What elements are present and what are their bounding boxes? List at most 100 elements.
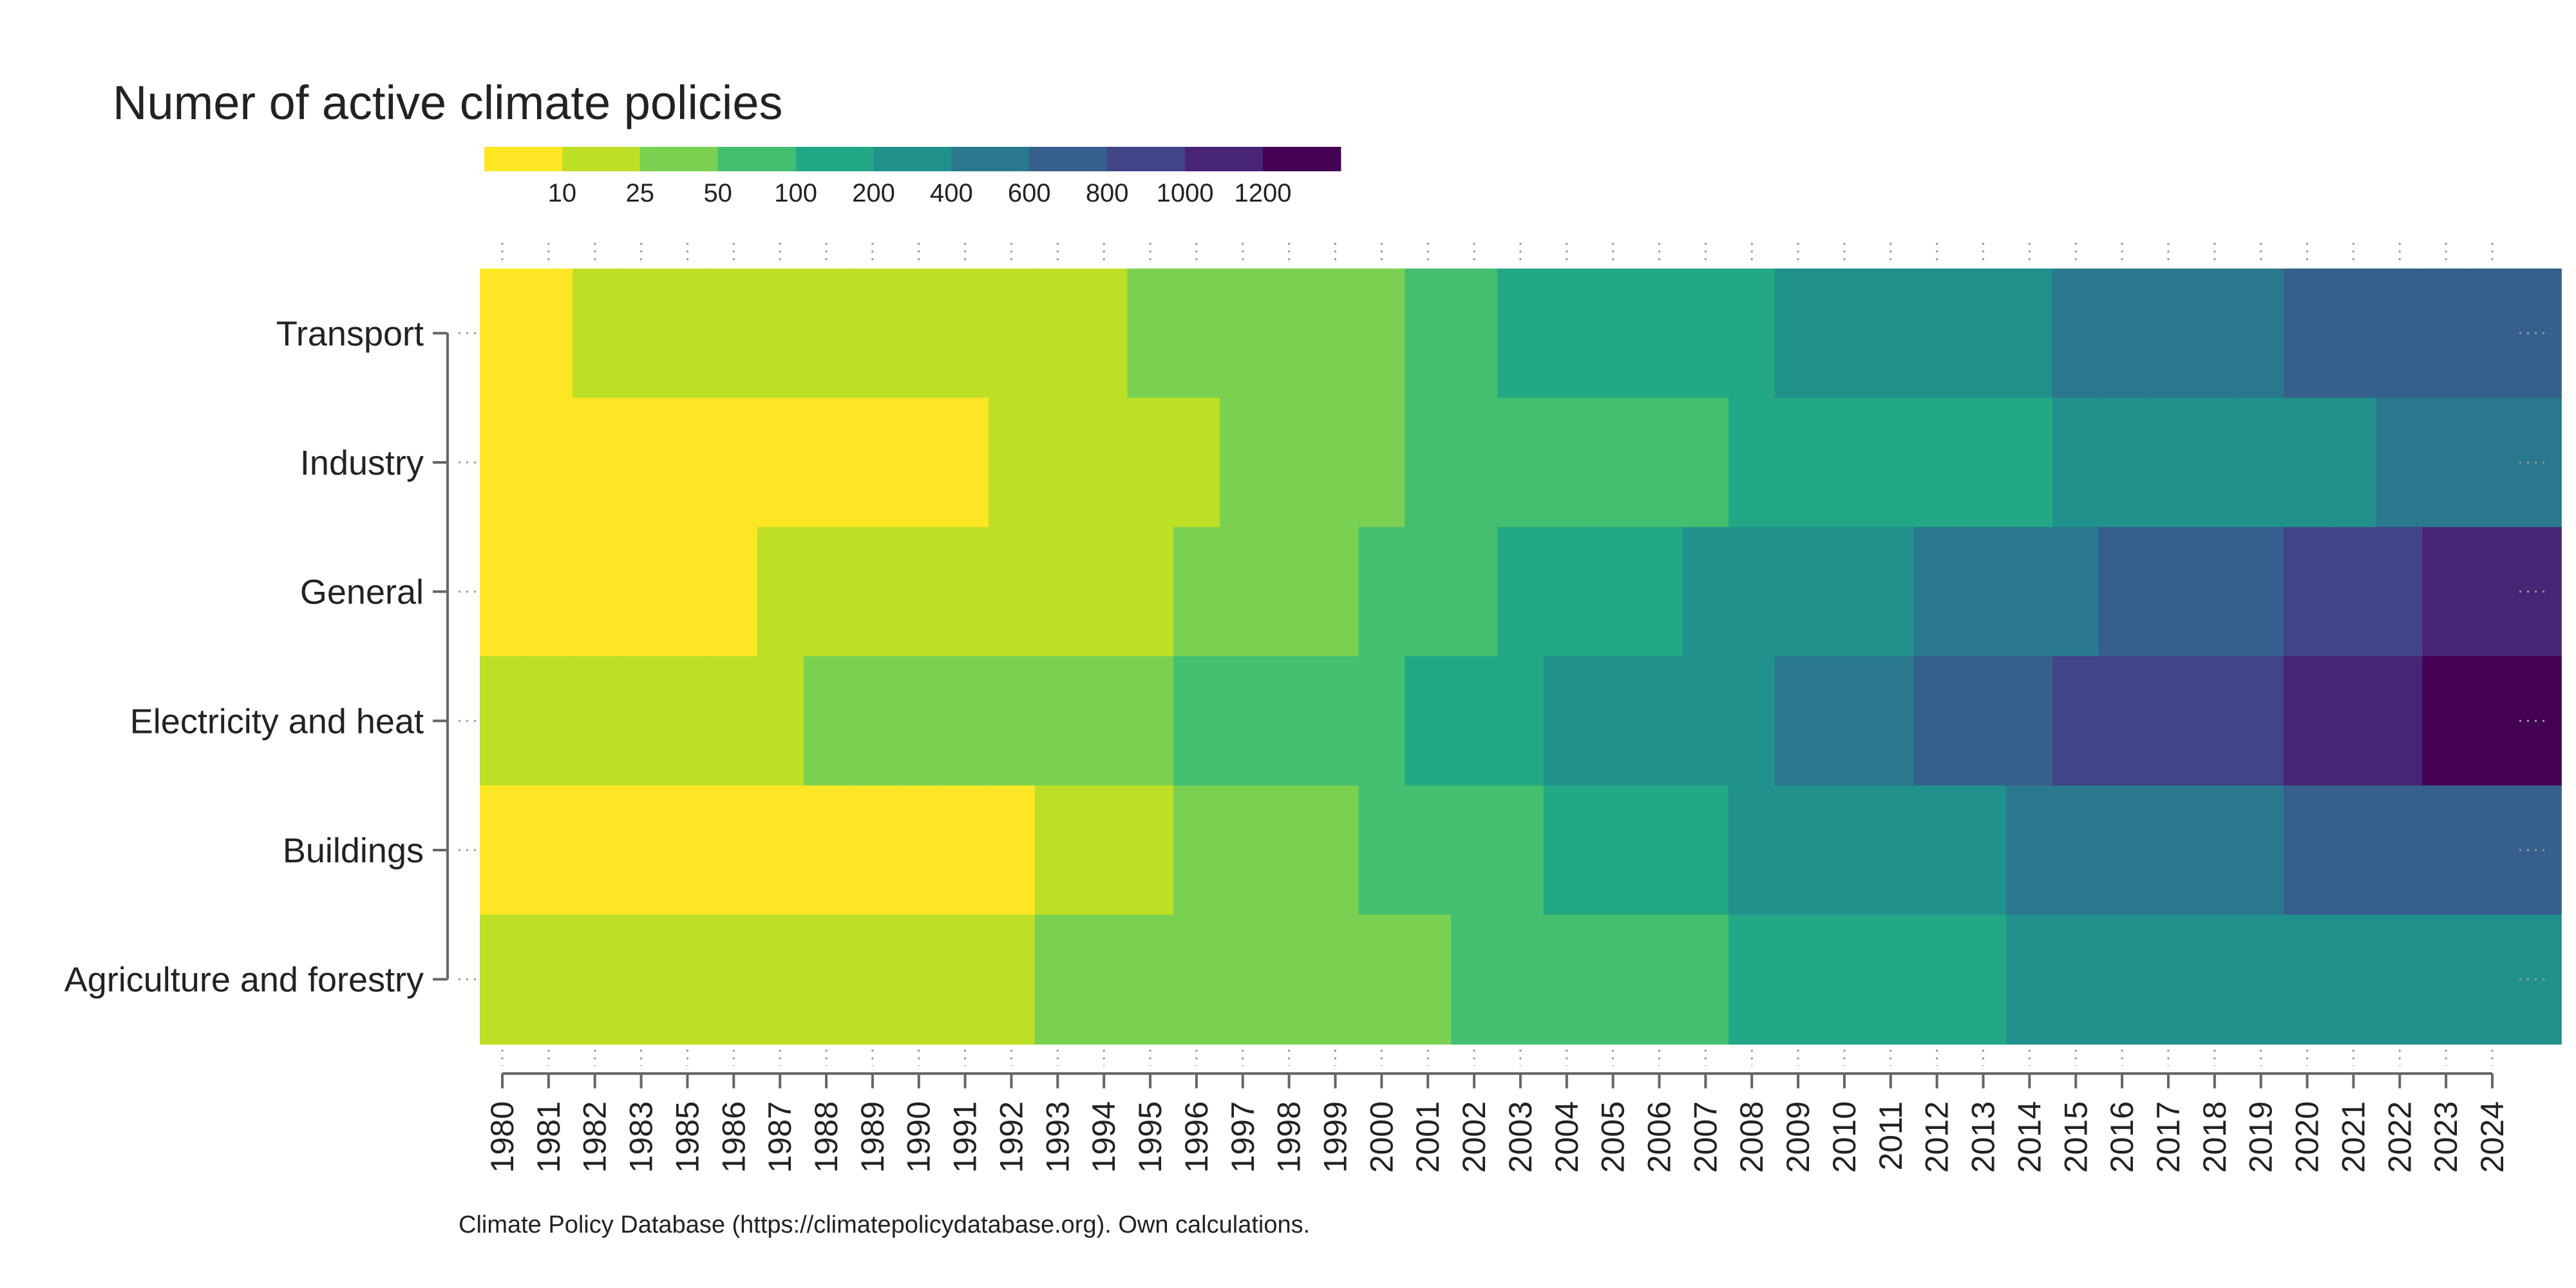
heatmap-cell-buildings-1988: [803, 785, 851, 916]
heatmap-cell-electricity-and-heat-1995: [1127, 656, 1175, 786]
heatmap-cell-buildings-2001: [1405, 785, 1452, 916]
year-label: 2019: [2243, 1101, 2279, 1173]
year-label: 2013: [1965, 1101, 2002, 1173]
heatmap-cell-agriculture-and-forestry-1994: [1081, 914, 1128, 1045]
heatmap-cell-electricity-and-heat-2021: [2329, 656, 2377, 786]
heatmap-cell-agriculture-and-forestry-1982: [572, 914, 620, 1045]
heatmap-cell-industry-1995: [1127, 397, 1175, 528]
heatmap-cell-general-1993: [1034, 527, 1082, 657]
year-label: 1999: [1317, 1101, 1353, 1173]
heatmap-cell-transport-1992: [989, 269, 1036, 399]
heatmap-cell-agriculture-and-forestry-1998: [1265, 914, 1313, 1045]
heatmap-cell-transport-1990: [896, 269, 943, 399]
heatmap-cell-industry-2016: [2098, 397, 2146, 528]
heatmap-cell-general-2022: [2376, 527, 2423, 657]
heatmap-cell-agriculture-and-forestry-2012: [1913, 914, 1961, 1045]
heatmap-cell-general-2009: [1774, 527, 1822, 657]
heatmap-cell-general-2018: [2191, 527, 2239, 657]
heatmap-cell-electricity-and-heat-1989: [849, 656, 897, 786]
heatmap-cell-electricity-and-heat-2012: [1913, 656, 1961, 786]
heatmap-cell-general-1989: [849, 527, 897, 657]
row-label: Electricity and heat: [130, 702, 424, 741]
legend-swatch: [639, 147, 719, 171]
heatmap-cell-buildings-2013: [1960, 785, 2007, 916]
heatmap-cell-agriculture-and-forestry-1993: [1034, 914, 1082, 1045]
heatmap-cell-transport-2006: [1636, 269, 1683, 399]
heatmap-cell-industry-2005: [1589, 397, 1637, 528]
year-label: 1989: [855, 1101, 891, 1173]
heatmap-cell-electricity-and-heat-2022: [2376, 656, 2423, 786]
heatmap-cell-transport-1998: [1265, 269, 1313, 399]
heatmap-cells: [480, 269, 2562, 1045]
heatmap-cell-electricity-and-heat-1985: [665, 656, 712, 786]
heatmap-cell-transport-2013: [1960, 269, 2007, 399]
source-note: Climate Policy Database (https://climate…: [459, 1211, 1310, 1238]
heatmap-cell-general-2011: [1867, 527, 1915, 657]
heatmap-cell-agriculture-and-forestry-2010: [1821, 914, 1868, 1045]
heatmap-cell-general-2004: [1543, 527, 1591, 657]
heatmap-cell-industry-1981: [526, 397, 573, 528]
heatmap-cell-electricity-and-heat-2014: [2006, 656, 2053, 786]
heatmap-cell-buildings-2018: [2191, 785, 2239, 916]
heatmap-cell-agriculture-and-forestry-1996: [1173, 914, 1221, 1045]
heatmap-cell-agriculture-and-forestry-1992: [989, 914, 1036, 1045]
heatmap-cell-industry-2000: [1358, 397, 1406, 528]
legend-label: 100: [774, 179, 817, 207]
heatmap-cell-electricity-and-heat-2024: [2468, 656, 2515, 786]
heatmap-cell-agriculture-and-forestry-2013: [1960, 914, 2007, 1045]
heatmap-cell-industry-2021: [2329, 397, 2377, 528]
heatmap-cell-electricity-and-heat-1996: [1173, 656, 1221, 786]
heatmap-cell-general-2006: [1636, 527, 1683, 657]
heatmap-cell-transport-2022: [2376, 269, 2423, 399]
heatmap-cell-transport-1989: [849, 269, 897, 399]
legend-label: 50: [703, 179, 732, 207]
year-label: 2003: [1502, 1101, 1539, 1173]
heatmap-cell-transport-2018: [2191, 269, 2239, 399]
heatmap-cell-transport-2004: [1543, 269, 1591, 399]
heatmap-cell-electricity-and-heat-2015: [2052, 656, 2099, 786]
heatmap-cell-buildings-2008: [1728, 785, 1776, 916]
heatmap-cell-industry-1983: [618, 397, 666, 528]
heatmap-cell-industry-2004: [1543, 397, 1591, 528]
heatmap-cell-buildings-undefined: [2515, 785, 2562, 916]
heatmap-cell-transport-2016: [2098, 269, 2146, 399]
heatmap-cell-general-1998: [1265, 527, 1313, 657]
heatmap-cell-buildings-1997: [1220, 785, 1267, 916]
heatmap-cell-transport-2020: [2283, 269, 2331, 399]
year-label: 1982: [577, 1101, 613, 1173]
year-label: 1987: [762, 1101, 798, 1173]
heatmap-cell-electricity-and-heat-2007: [1682, 656, 1730, 786]
heatmap-cell-industry-1980: [480, 397, 527, 528]
heatmap-cell-industry-1996: [1173, 397, 1221, 528]
heatmap-cell-electricity-and-heat-1992: [989, 656, 1036, 786]
year-label: 2008: [1734, 1101, 1770, 1173]
heatmap-cell-agriculture-and-forestry-2024: [2468, 914, 2515, 1045]
heatmap-cell-electricity-and-heat-2011: [1867, 656, 1915, 786]
heatmap-cell-electricity-and-heat-2016: [2098, 656, 2146, 786]
heatmap-cell-industry-1989: [849, 397, 897, 528]
heatmap-cell-buildings-2009: [1774, 785, 1822, 916]
heatmap-cell-industry-2020: [2283, 397, 2331, 528]
heatmap-cell-industry-2012: [1913, 397, 1961, 528]
legend-swatch: [1263, 147, 1341, 171]
heatmap-cell-transport-2014: [2006, 269, 2053, 399]
heatmap-cell-transport-1983: [618, 269, 666, 399]
heatmap-cell-transport-2002: [1451, 269, 1498, 399]
heatmap-cell-agriculture-and-forestry-2009: [1774, 914, 1822, 1045]
heatmap-cell-electricity-and-heat-1987: [757, 656, 804, 786]
heatmap-cell-buildings-2020: [2283, 785, 2331, 916]
year-label: 2012: [1919, 1101, 1955, 1173]
heatmap-cell-buildings-1986: [711, 785, 758, 916]
heatmap-cell-electricity-and-heat-2009: [1774, 656, 1822, 786]
heatmap-cell-electricity-and-heat-undefined: [2515, 656, 2562, 786]
year-label: 2009: [1780, 1101, 1816, 1173]
heatmap-cell-buildings-2004: [1543, 785, 1591, 916]
year-label: 2022: [2382, 1101, 2418, 1173]
heatmap-cell-industry-1993: [1034, 397, 1082, 528]
heatmap-cell-general-2001: [1405, 527, 1452, 657]
heatmap-cell-buildings-1998: [1265, 785, 1313, 916]
heatmap-cell-industry-2009: [1774, 397, 1822, 528]
heatmap-cell-industry-1999: [1312, 397, 1359, 528]
heatmap-cell-agriculture-and-forestry-1981: [526, 914, 573, 1045]
legend-label: 800: [1086, 179, 1129, 207]
